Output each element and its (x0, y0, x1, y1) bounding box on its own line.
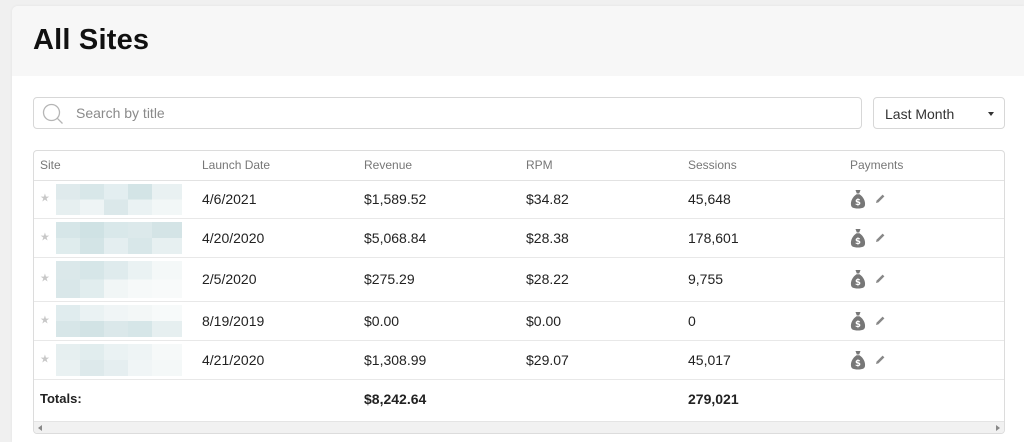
rpm-cell: $28.22 (520, 257, 682, 302)
launch-date-cell: 8/19/2019 (196, 301, 358, 341)
search-icon (42, 103, 63, 124)
search-box[interactable] (33, 97, 862, 129)
pencil-icon[interactable] (874, 354, 886, 366)
svg-text:$: $ (855, 237, 861, 247)
rpm-cell: $29.07 (520, 340, 682, 380)
page-header: All Sites (12, 6, 1024, 76)
revenue-cell: $5,068.84 (358, 218, 520, 258)
pencil-icon[interactable] (874, 193, 886, 205)
site-thumbnail[interactable] (56, 221, 182, 254)
sites-table-container: Site Launch Date Revenue RPM Sessions Pa… (33, 150, 1005, 434)
totals-empty-cell (844, 379, 1004, 418)
sessions-cell: 45,648 (682, 180, 844, 219)
table-row[interactable]: ★ 4/21/2020 $1,308.99 $29.07 (34, 340, 1004, 380)
column-header-site[interactable]: Site (34, 151, 196, 181)
table-row[interactable]: ★ 4/6/2021 $1,589.52 $34.82 (34, 180, 1004, 219)
svg-text:$: $ (855, 278, 861, 288)
pencil-icon[interactable] (874, 315, 886, 327)
totals-empty-cell (520, 379, 682, 418)
launch-date-cell: 4/20/2020 (196, 218, 358, 258)
totals-sessions: 279,021 (688, 390, 739, 407)
table-row[interactable]: ★ 2/5/2020 $275.29 $28.22 (34, 257, 1004, 302)
star-icon[interactable]: ★ (40, 353, 50, 365)
totals-empty-cell (196, 379, 358, 418)
caret-down-icon (988, 112, 994, 116)
launch-date-cell: 2/5/2020 (196, 257, 358, 302)
star-icon[interactable]: ★ (40, 272, 50, 285)
sessions-cell: 178,601 (682, 218, 844, 258)
sessions-cell: 45,017 (682, 340, 844, 380)
star-icon[interactable]: ★ (40, 192, 50, 205)
payments-cell: $ (844, 340, 1004, 380)
totals-row: Totals: $8,242.64 279,021 (34, 379, 1004, 418)
column-header-rpm[interactable]: RPM (520, 151, 682, 181)
rpm-cell: $28.38 (520, 218, 682, 258)
page-title: All Sites (33, 24, 150, 56)
revenue-cell: $1,308.99 (358, 340, 520, 380)
rpm-cell: $0.00 (520, 301, 682, 341)
table-header-row: Site Launch Date Revenue RPM Sessions Pa… (34, 151, 1004, 181)
sessions-cell: 9,755 (682, 257, 844, 302)
horizontal-scrollbar[interactable] (34, 421, 1004, 433)
column-header-revenue[interactable]: Revenue (358, 151, 520, 181)
rpm-cell: $34.82 (520, 180, 682, 219)
site-thumbnail[interactable] (56, 260, 182, 298)
revenue-cell: $1,589.52 (358, 180, 520, 219)
money-bag-icon[interactable]: $ (850, 228, 866, 248)
money-bag-icon[interactable]: $ (850, 311, 866, 331)
period-select[interactable]: Last Month (873, 97, 1005, 129)
launch-date-cell: 4/6/2021 (196, 180, 358, 219)
svg-text:$: $ (855, 320, 861, 330)
column-header-payments: Payments (844, 151, 1004, 181)
money-bag-icon[interactable]: $ (850, 350, 866, 370)
sites-table: Site Launch Date Revenue RPM Sessions Pa… (34, 151, 1004, 418)
star-icon[interactable]: ★ (40, 231, 50, 243)
site-cell[interactable]: ★ (34, 257, 196, 302)
site-cell[interactable]: ★ (34, 218, 196, 258)
revenue-cell: $275.29 (358, 257, 520, 302)
column-header-sessions[interactable]: Sessions (682, 151, 844, 181)
payments-cell: $ (844, 301, 1004, 341)
site-cell[interactable]: ★ (34, 301, 196, 341)
scroll-right-icon[interactable] (996, 425, 1000, 431)
table-row[interactable]: ★ 8/19/2019 $0.00 $0.00 (34, 301, 1004, 341)
table-row[interactable]: ★ 4/20/2020 $5,068.84 $28.38 (34, 218, 1004, 258)
sessions-cell: 0 (682, 301, 844, 341)
revenue-cell: $0.00 (358, 301, 520, 341)
site-thumbnail[interactable] (56, 343, 182, 376)
totals-revenue: $8,242.64 (364, 390, 427, 407)
site-cell[interactable]: ★ (34, 180, 196, 219)
sites-card: All Sites Last Month Site Launch Date Re… (12, 6, 1024, 442)
site-thumbnail[interactable] (56, 183, 182, 215)
money-bag-icon[interactable]: $ (850, 269, 866, 289)
period-select-value: Last Month (885, 106, 955, 122)
money-bag-icon[interactable]: $ (850, 189, 866, 209)
svg-text:$: $ (855, 359, 861, 369)
payments-cell: $ (844, 257, 1004, 302)
pencil-icon[interactable] (874, 273, 886, 285)
payments-cell: $ (844, 180, 1004, 219)
totals-label: Totals: (40, 391, 82, 407)
site-cell[interactable]: ★ (34, 340, 196, 380)
launch-date-cell: 4/21/2020 (196, 340, 358, 380)
payments-cell: $ (844, 218, 1004, 258)
pencil-icon[interactable] (874, 232, 886, 244)
column-header-launch-date[interactable]: Launch Date (196, 151, 358, 181)
svg-text:$: $ (855, 198, 861, 208)
site-thumbnail[interactable] (56, 304, 182, 337)
scroll-left-icon[interactable] (38, 425, 42, 431)
search-input[interactable] (76, 98, 846, 128)
star-icon[interactable]: ★ (40, 314, 50, 326)
